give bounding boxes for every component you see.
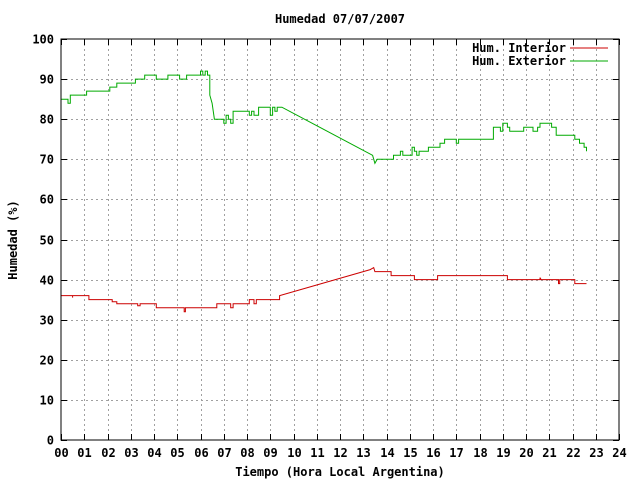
- x-tick-label: 17: [449, 446, 463, 460]
- x-tick-label: 10: [287, 446, 301, 460]
- y-tick-label: 100: [32, 33, 54, 47]
- y-tick-label: 10: [40, 394, 54, 408]
- x-tick-label: 21: [542, 446, 556, 460]
- x-tick-label: 05: [170, 446, 184, 460]
- y-tick-label: 50: [40, 234, 54, 248]
- x-tick-label: 23: [589, 446, 603, 460]
- series-line-interior: [61, 266, 587, 313]
- plot-frame: [60, 38, 620, 441]
- x-axis-tick-labels: 00 01 02 03 04 05 06 07 08 09 10 11 12 13 14 15 16 17 18 19…: [54, 446, 626, 460]
- y-tick-label: 80: [40, 113, 54, 127]
- y-tick-label: 0: [47, 434, 54, 448]
- x-tick-label: 08: [240, 446, 254, 460]
- series-lines: [61, 70, 587, 313]
- x-axis-label: Tiempo (Hora Local Argentina): [235, 465, 445, 479]
- y-tick-label: 60: [40, 193, 54, 207]
- x-tick-label: 20: [519, 446, 533, 460]
- x-tick-label: 04: [147, 446, 161, 460]
- y-axis-label: Humedad (%): [6, 200, 20, 279]
- x-tick-label: 07: [217, 446, 231, 460]
- x-tick-label: 03: [124, 446, 138, 460]
- x-tick-label: 18: [473, 446, 487, 460]
- legend-label-interior: Hum. Interior: [472, 41, 566, 55]
- x-tick-label: 09: [263, 446, 277, 460]
- x-tick-label: 01: [77, 446, 91, 460]
- chart-title: Humedad 07/07/2007: [275, 12, 405, 26]
- x-tick-label: 00: [54, 446, 68, 460]
- x-tick-label: 02: [101, 446, 115, 460]
- x-tick-label: 13: [356, 446, 370, 460]
- x-tick-label: 11: [310, 446, 324, 460]
- x-tick-label: 24: [612, 446, 626, 460]
- x-tick-label: 14: [380, 446, 394, 460]
- x-tick-label: 06: [194, 446, 208, 460]
- x-tick-label: 15: [403, 446, 417, 460]
- y-axis-tick-labels: 0 10 20 30 40 50 60 70 80 90 100: [32, 33, 54, 448]
- series-line-exterior: [61, 70, 587, 165]
- y-tick-label: 20: [40, 354, 54, 368]
- x-tick-label: 22: [566, 446, 580, 460]
- y-tick-label: 30: [40, 314, 54, 328]
- y-tick-label: 90: [40, 73, 54, 87]
- x-tick-label: 12: [333, 446, 347, 460]
- legend-label-exterior: Hum. Exterior: [472, 54, 566, 68]
- grid-lines: [61, 39, 619, 440]
- y-tick-label: 40: [40, 274, 54, 288]
- x-tick-label: 19: [496, 446, 510, 460]
- legend: Hum. Interior Hum. Exterior: [472, 41, 608, 68]
- x-tick-label: 16: [426, 446, 440, 460]
- y-tick-label: 70: [40, 153, 54, 167]
